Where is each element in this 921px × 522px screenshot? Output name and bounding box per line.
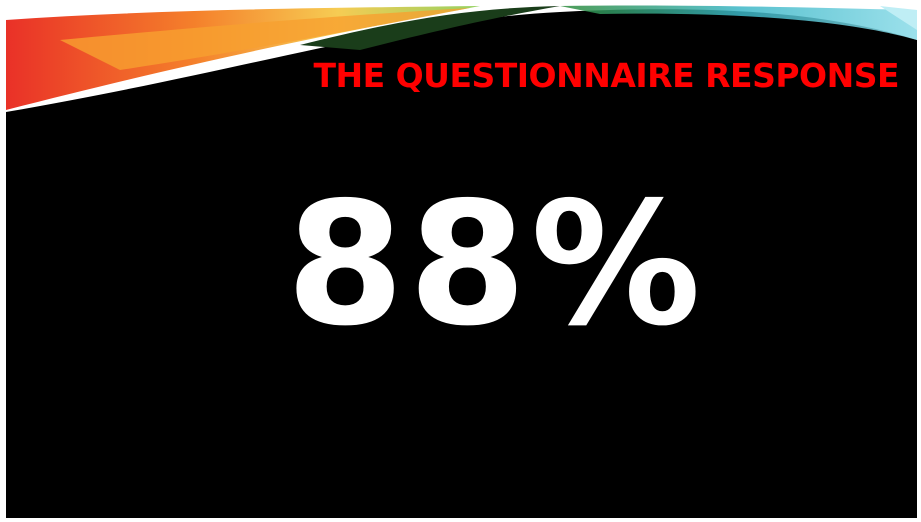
slide: THE QUESTIONNAIRE RESPONSE 88% xyxy=(0,0,921,522)
slide-title: THE QUESTIONNAIRE RESPONSE xyxy=(313,56,899,95)
headline-figure: 88% xyxy=(0,180,921,350)
